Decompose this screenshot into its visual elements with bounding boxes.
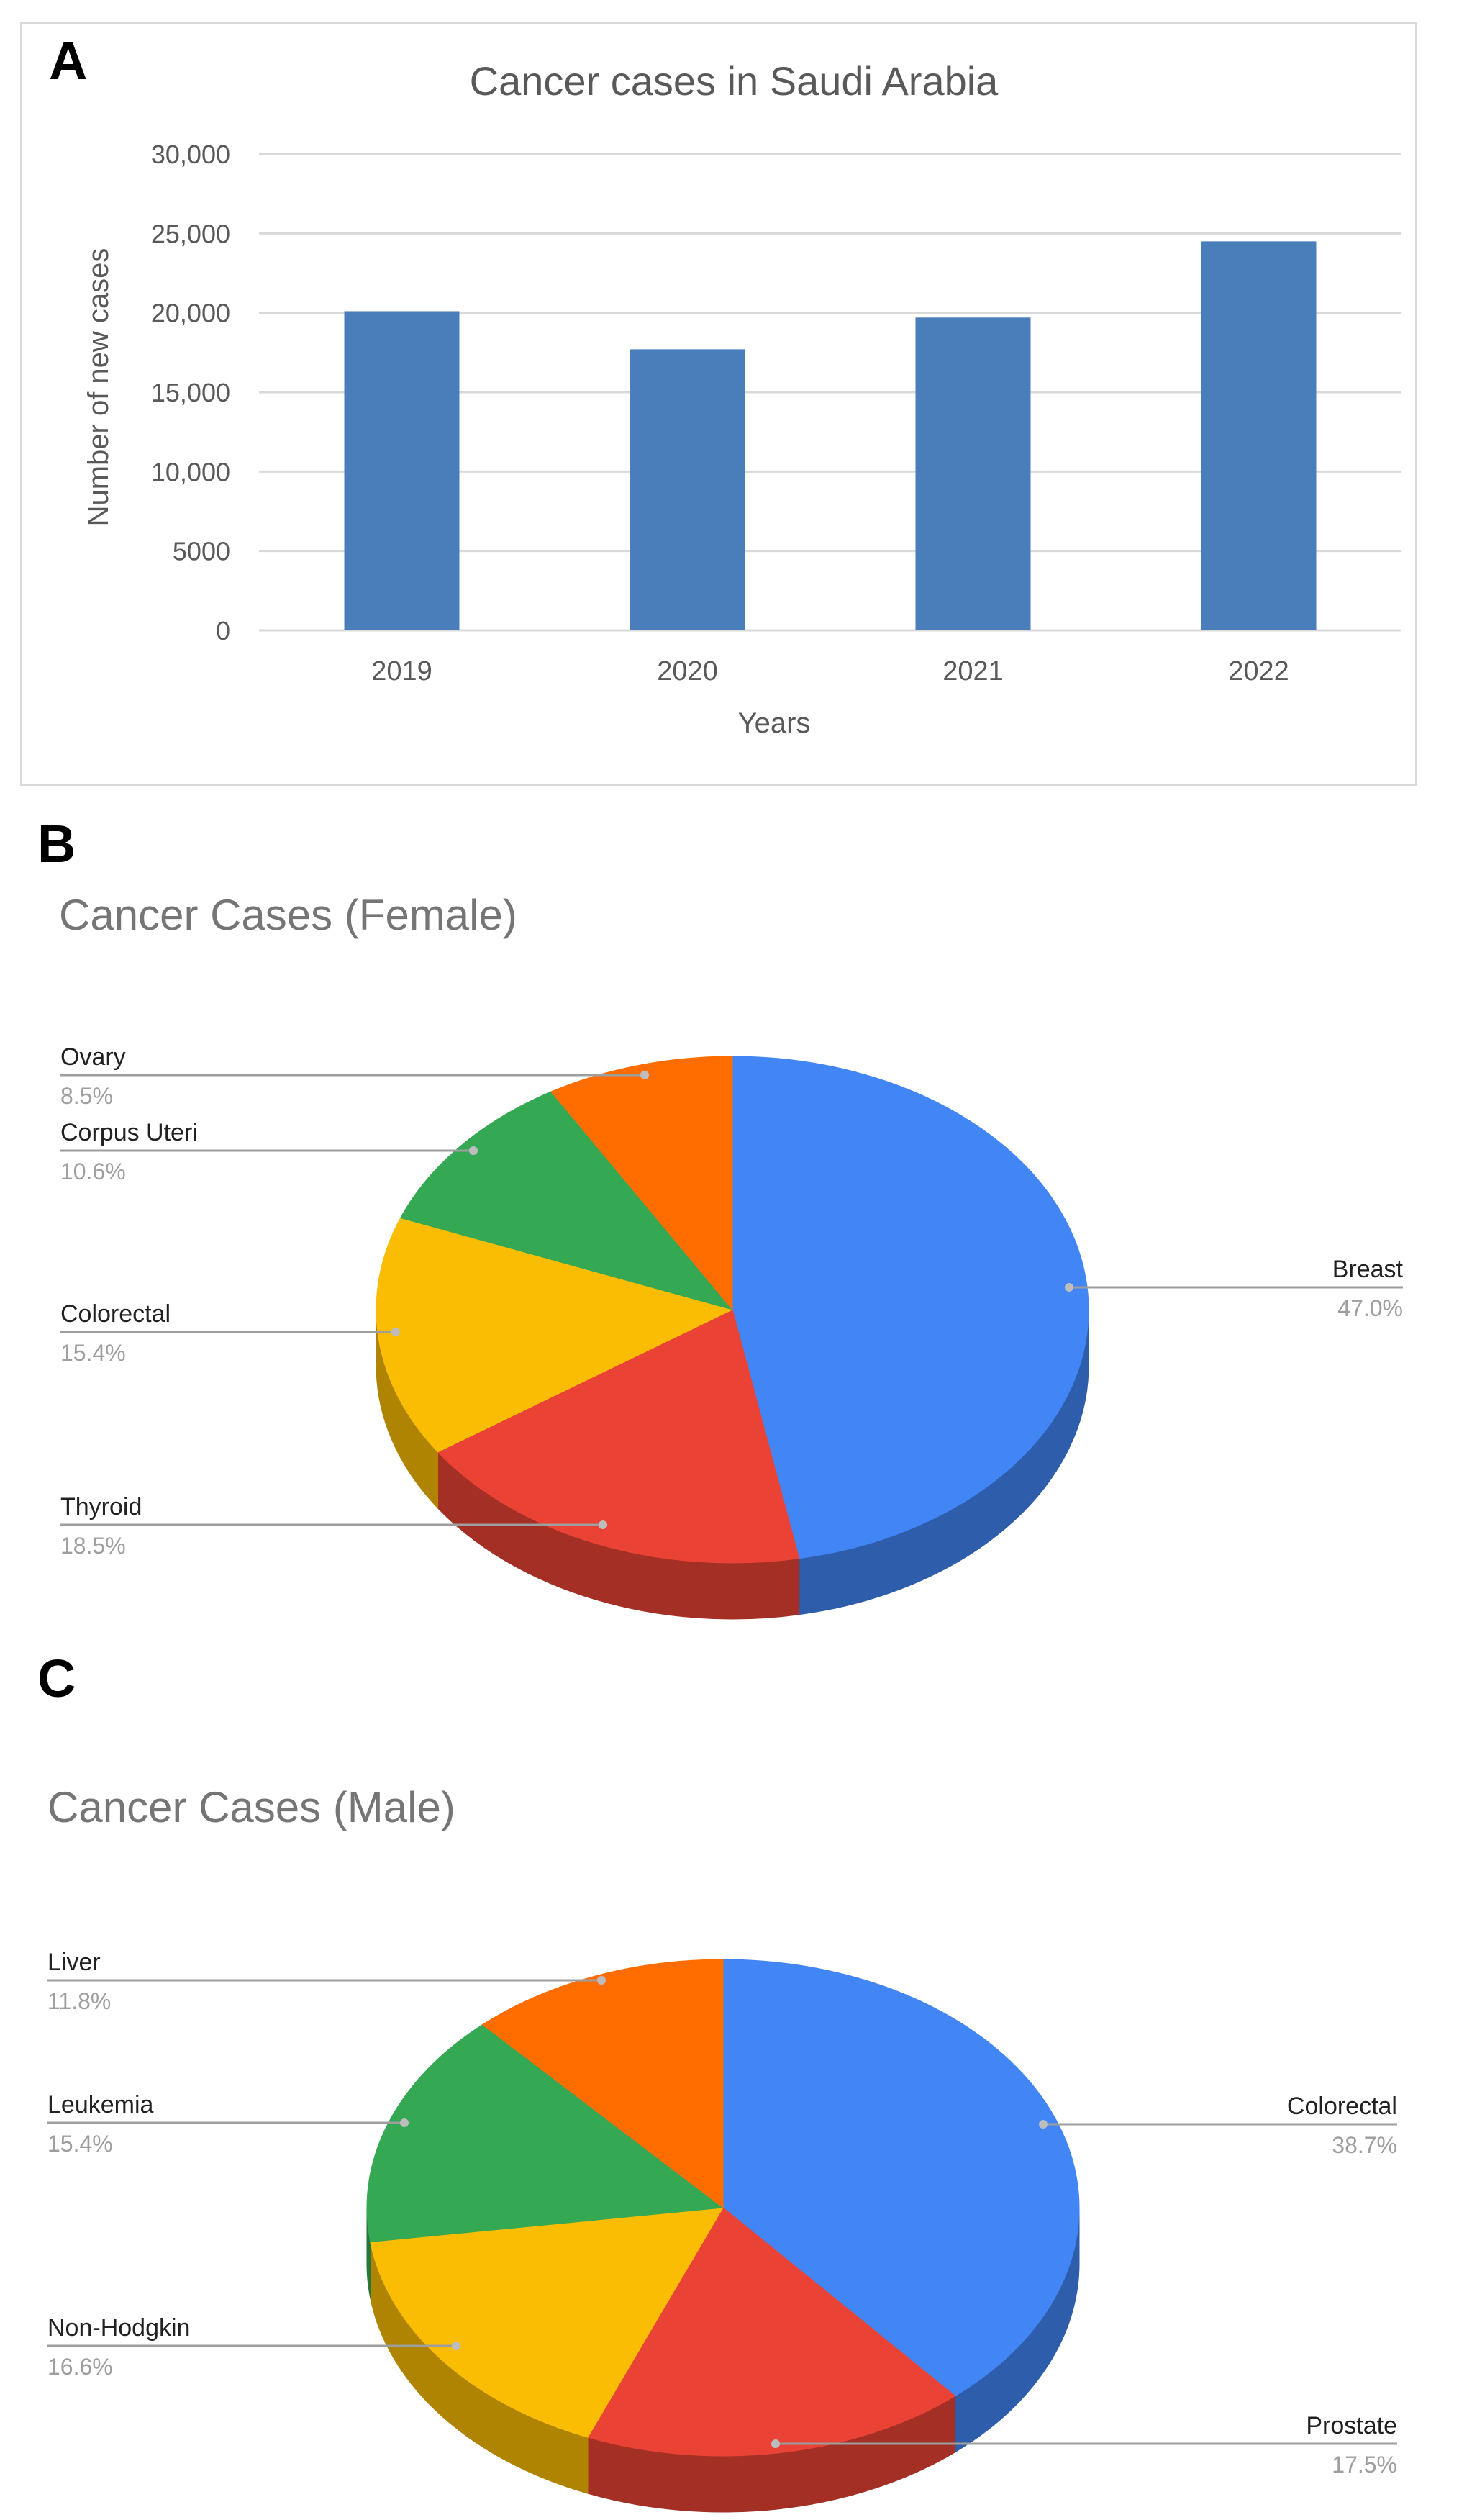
female-slice-colorectal — [376, 1217, 734, 1453]
y-tick-label: 5000 — [173, 537, 230, 566]
leader-dot — [1039, 2120, 1048, 2129]
panel-label-a: A — [49, 31, 88, 91]
leader-dot — [391, 1328, 400, 1336]
female-label-thyroid: Thyroid 18.5% — [60, 1493, 607, 1559]
female-slice-corpus-uteri — [399, 1091, 734, 1310]
female-slice-ovary — [550, 1056, 733, 1311]
panel-label-b: B — [37, 814, 76, 874]
male-slice-prostate — [587, 2207, 956, 2457]
female-pie-chart: Cancer Cases (Female) Breast 47.0% Thyroid… — [59, 891, 1404, 1620]
female-slice-breast — [732, 1056, 1089, 1559]
slice-percent: 38.7% — [1332, 2132, 1397, 2158]
male-slice-colorectal — [722, 1959, 1080, 2397]
y-tick-label: 0 — [216, 616, 230, 645]
slice-percent: 8.5% — [60, 1083, 113, 1109]
female-label-breast: Breast 47.0% — [1065, 1256, 1404, 1321]
leader-dot — [452, 2342, 460, 2350]
bar-chart-title: Cancer cases in Saudi Arabia — [470, 58, 999, 104]
slice-name: Thyroid — [60, 1493, 142, 1520]
slice-name: Breast — [1332, 1256, 1404, 1283]
male-pie-title: Cancer Cases (Male) — [47, 1783, 455, 1831]
leader-dot — [771, 2439, 780, 2448]
male-label-non-hodgkin: Non-Hodgkin 16.6% — [47, 2314, 460, 2380]
bar-chart-frame — [20, 22, 1417, 786]
female-label-corpus-uteri: Corpus Uteri 10.6% — [60, 1119, 478, 1184]
y-tick-label: 30,000 — [151, 140, 230, 169]
bar-chart-x-label: Years — [738, 707, 811, 739]
slice-percent: 15.4% — [60, 1340, 126, 1366]
x-tick-label: 2022 — [1228, 656, 1289, 686]
x-tick-label: 2021 — [942, 656, 1004, 686]
leader-dot — [1065, 1283, 1073, 1292]
slice-percent: 11.8% — [47, 1988, 111, 2014]
y-tick-label: 10,000 — [151, 457, 230, 486]
male-slice-non-hodgkin — [370, 2207, 724, 2438]
slice-percent: 18.5% — [60, 1533, 126, 1559]
male-pie-body — [366, 1959, 1080, 2513]
female-label-ovary: Ovary 8.5% — [60, 1043, 649, 1109]
slice-name: Colorectal — [1287, 2093, 1397, 2120]
y-tick-label: 15,000 — [151, 378, 230, 407]
slice-percent: 15.4% — [47, 2131, 113, 2157]
bar-2020 — [630, 349, 745, 630]
male-label-leukemia: Leukemia 15.4% — [47, 2091, 409, 2157]
bar-chart-y-ticks: 0 5000 10,000 15,000 20,000 25,000 30,000 — [151, 140, 230, 645]
male-pie-chart: Cancer Cases (Male) Colorectal 38.7% Prost… — [47, 1783, 1397, 2513]
slice-name: Ovary — [60, 1043, 126, 1071]
x-tick-label: 2020 — [657, 656, 718, 686]
male-label-prostate: Prostate 17.5% — [771, 2412, 1397, 2478]
panel-label-c: C — [37, 1649, 76, 1708]
male-label-liver: Liver 11.8% — [47, 1949, 606, 2014]
slice-percent: 47.0% — [1337, 1295, 1403, 1321]
leader-dot — [469, 1146, 478, 1155]
leader-dot — [597, 1976, 606, 1985]
leader-dot — [640, 1071, 649, 1079]
slice-percent: 16.6% — [47, 2354, 113, 2380]
male-pie-labels: Colorectal 38.7% Prostate 17.5% Non-Hodgkin 1… — [47, 1949, 1397, 2478]
leader-dot — [400, 2118, 409, 2127]
male-slice-liver — [481, 1959, 724, 2209]
bar-2021 — [915, 317, 1031, 630]
y-tick-label: 20,000 — [151, 299, 230, 328]
slice-percent: 10.6% — [60, 1159, 126, 1184]
male-label-colorectal: Colorectal 38.7% — [1039, 2093, 1397, 2158]
female-pie-title: Cancer Cases (Female) — [59, 891, 517, 939]
bar-2022 — [1201, 241, 1317, 630]
female-pie-body — [376, 1056, 1089, 1620]
slice-name: Leukemia — [47, 2091, 154, 2118]
female-slice-thyroid — [437, 1309, 800, 1564]
slice-name: Colorectal — [60, 1300, 171, 1328]
slice-name: Liver — [47, 1949, 101, 1976]
slice-name: Corpus Uteri — [60, 1119, 198, 1146]
slice-percent: 17.5% — [1332, 2452, 1397, 2478]
leader-dot — [599, 1520, 607, 1529]
slice-name: Prostate — [1306, 2412, 1397, 2439]
slice-name: Non-Hodgkin — [47, 2314, 190, 2342]
bar-chart-x-ticks: 2019 2020 2021 2022 — [371, 656, 1289, 686]
bar-chart: Cancer cases in Saudi Arabia 0 5000 10,000… — [83, 58, 1401, 739]
bar-chart-bars — [344, 241, 1317, 630]
x-tick-label: 2019 — [371, 656, 432, 686]
female-label-colorectal: Colorectal 15.4% — [60, 1300, 400, 1366]
y-tick-label: 25,000 — [151, 219, 230, 248]
bar-chart-y-label: Number of new cases — [83, 248, 114, 527]
female-pie-labels: Breast47.0%Thyroid18.5%Colorectal15.4%Co… — [60, 1043, 1404, 1559]
bar-2019 — [344, 311, 460, 630]
